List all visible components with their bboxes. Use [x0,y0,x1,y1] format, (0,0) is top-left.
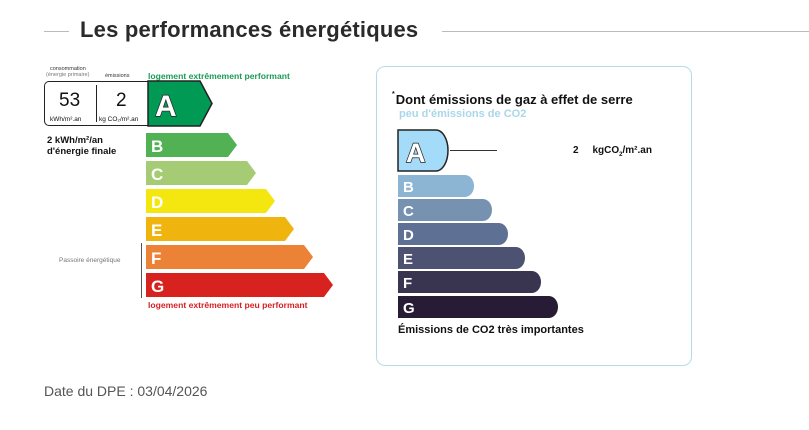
dpe-class-c-bar [146,161,256,185]
header-rule-right [442,31,809,32]
ges-class-c-letter: C [403,203,414,220]
final-energy-line2: d'énergie finale [47,146,117,157]
ges-class-f-letter: F [403,275,412,292]
emissions-unit: kg CO₂/m².an [99,116,139,123]
ges-class-e-bar [398,247,525,269]
dpe-class-d-letter: D [151,193,163,212]
page-title: Les performances énergétiques [80,17,419,42]
ges-unit-suffix: /m².an [622,145,652,156]
final-energy-line1: 2 kWh/m²/an [47,135,103,146]
ges-subtitle: peu d'émissions de CO2 [399,108,527,120]
header-rule-left [44,31,69,32]
emissions-label: émissions [105,73,130,79]
consumption-value: 53 [59,90,81,111]
ges-title-text: Dont émissions de gaz à effet de serre [395,92,633,107]
ges-class-g-letter: G [403,300,415,317]
best-performance-caption: logement extrêmement performant [148,71,290,81]
ges-title-mark: * [392,91,395,98]
ges-class-e-letter: E [403,251,413,268]
ges-panel [376,66,692,366]
dpe-class-f-bar [146,245,313,269]
ges-value: 2 kgCO2/m².an [573,145,652,158]
emissions-value: 2 [116,90,127,111]
dpe-class-e-bar [146,217,294,241]
ges-class-b-bar [398,175,474,197]
dpe-class-g-letter: G [151,277,164,296]
dpe-class-c-letter: C [151,165,163,184]
consumption-unit: kWh/m².an [50,116,82,123]
dpe-class-b-bar [146,133,237,157]
consumption-sublabel: (énergie primaire) [46,72,90,78]
worst-performance-caption: logement extrêmement peu performant [148,300,308,310]
ges-bottom-caption: Émissions de CO2 très importantes [398,324,584,336]
ges-class-b-letter: B [403,179,414,196]
dpe-class-d-bar [146,189,275,213]
ges-class-a-letter: A [406,138,426,168]
ges-class-d-bar [398,223,508,245]
final-energy-label: 2 kWh/m²/an d'énergie finale [47,135,116,157]
ges-class-a-bar [397,129,449,172]
dpe-date: Date du DPE : 03/04/2026 [44,383,208,399]
dpe-class-a-letter: A [155,90,177,123]
dpe-class-a-bar [147,80,213,127]
dpe-class-b-letter: B [151,137,163,156]
dpe-values-separator [96,85,97,122]
ges-class-f-bar [398,271,541,293]
dpe-class-f-letter: F [151,249,161,268]
dpe-class-e-letter: E [151,221,162,240]
ges-title: *Dont émissions de gaz à effet de serre [392,91,633,107]
dpe-values-box [44,81,148,126]
dpe-class-g-bar [146,273,333,297]
ges-unit-sub: 2 [619,152,623,158]
ges-class-c-bar [398,199,492,221]
ges-class-d-letter: D [403,227,414,244]
ges-class-g-bar [398,296,558,318]
ges-value-number: 2 [573,145,579,156]
passoire-marker-line [141,243,142,298]
consumption-label: consommation [50,66,86,72]
passoire-label: Passoire énergétique [59,257,121,264]
ges-unit-prefix: kgCO [592,145,620,156]
